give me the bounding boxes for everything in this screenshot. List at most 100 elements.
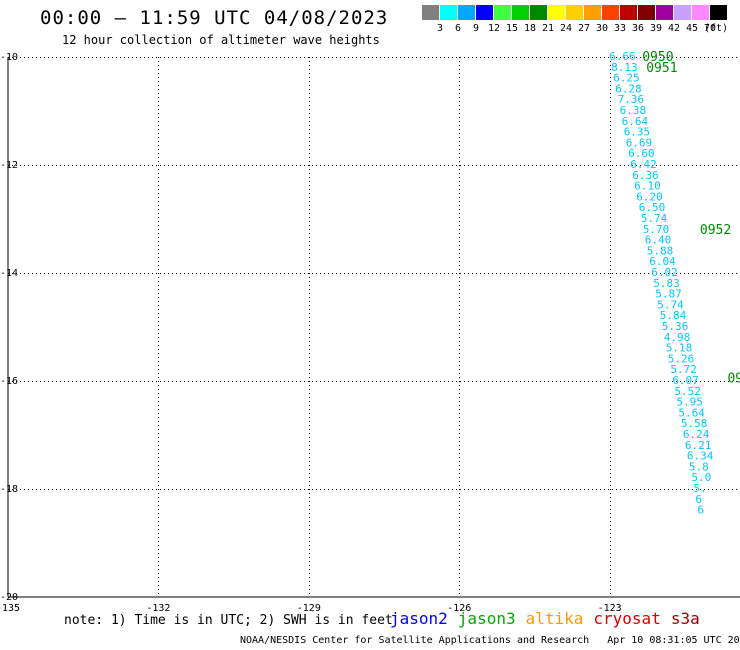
wave-height-label: 5.0 [691,471,711,484]
legend-swatch [638,5,655,20]
color-legend: 3 6 9 12 15 18 21 24 27 30 33 36 39 42 45 70 (ft) [422,5,728,37]
legend-label: 3 [436,23,444,34]
legend-label: 27 [577,23,591,34]
wave-height-label: 6 [695,493,702,506]
wave-height-label: 6.38 [620,104,647,117]
wave-height-label: 5.84 [660,309,687,322]
credit-line: NOAA/NESDIS Center for Satellite Applica… [240,635,740,646]
legend-label: 33 [613,23,627,34]
legend-swatch [458,5,475,20]
legend-label: 18 [523,23,537,34]
legend-swatch [440,5,457,20]
chart-subtitle: 12 hour collection of altimeter wave hei… [62,33,380,47]
legend-swatch [602,5,619,20]
legend-swatch [494,5,511,20]
x-tick-label: -126 [447,603,471,614]
y-tick-label: -16 [0,376,18,387]
timestamp-text: Apr 10 08:31:05 UTC 2023 [607,635,740,646]
wave-height-label: 5.64 [678,406,705,419]
y-tick-label: -18 [0,484,18,495]
legend-swatch [584,5,601,20]
legend-swatch [656,5,673,20]
wave-height-label: 6.66 [609,50,636,63]
wave-height-label: 6.10 [634,180,661,193]
wave-height-label: 5.87 [655,288,682,301]
wave-height-label: 6.21 [685,439,712,452]
y-tick-label: -12 [0,160,18,171]
legend-label: 45 [685,23,699,34]
satellite-label: s3a [670,609,700,628]
wave-height-label: 5.8 [689,460,709,473]
wave-height-label: 6.36 [632,169,659,182]
wave-height-label: 6.50 [639,201,666,214]
x-tick-label: -132 [146,603,170,614]
credit-text: NOAA/NESDIS Center for Satellite Applica… [240,635,590,646]
y-tick-label: -14 [0,268,18,279]
legend-label: 30 [595,23,609,34]
wave-height-label: 6.04 [649,255,676,268]
wave-height-label: 5. [693,482,706,495]
x-tick-label: -135 [0,603,20,614]
wave-height-label: 6.40 [645,234,672,247]
legend-swatch [692,5,709,20]
wave-height-label: 5.36 [662,320,689,333]
legend-label: 6 [454,23,462,34]
wave-height-label: 5.18 [666,342,693,355]
legend-label: 15 [505,23,519,34]
satellite-legend: jason2 jason3 altika cryosat s3a [390,609,710,628]
legend-label: 21 [541,23,555,34]
legend-swatch [566,5,583,20]
legend-swatch [674,5,691,20]
legend-label: 24 [559,23,573,34]
units-note: note: 1) Time is in UTC; 2) SWH is in fe… [64,613,393,628]
wave-height-label: 5.58 [681,417,708,430]
wave-height-label: 8.13 [611,61,638,74]
wave-height-label: 6.24 [683,428,710,441]
wave-height-label: 6.20 [636,190,663,203]
x-tick-label: -123 [598,603,622,614]
legend-swatch [548,5,565,20]
wave-height-label: 6.60 [628,147,655,160]
x-tick-label: -129 [297,603,321,614]
wave-height-label: 6.07 [672,374,699,387]
legend-swatch [422,5,439,20]
wave-height-label: 5.88 [647,244,674,257]
wave-height-label: 6.64 [622,115,649,128]
time-label: 09 [727,371,740,386]
wave-height-label: 5.70 [643,223,670,236]
legend-label: 36 [631,23,645,34]
y-tick-label: -20 [0,592,18,603]
time-label: 0952 [700,223,731,238]
chart-title: 00:00 – 11:59 UTC 04/08/2023 [40,7,389,29]
wave-height-label: 5.74 [641,212,668,225]
time-label: 0951 [646,61,677,76]
wave-height-label: 6.69 [626,136,653,149]
satellite-label: altika [525,609,584,628]
legend-swatch [620,5,637,20]
wave-height-label: 5.74 [657,298,684,311]
wave-height-label: 6.34 [687,450,714,463]
wave-height-label: 6.25 [613,72,640,85]
time-label: 0950 [642,50,673,65]
legend-label: 9 [472,23,480,34]
wave-height-label: 4.98 [664,331,691,344]
legend-swatch [512,5,529,20]
satellite-label: jason2 [390,609,448,628]
wave-height-label: 5.26 [668,352,695,365]
wave-height-label: 6.02 [651,266,678,279]
legend-swatch [710,5,727,20]
legend-swatch [530,5,547,20]
wave-height-label: 5.52 [674,385,701,398]
legend-unit: (ft) [704,23,729,34]
satellite-label: cryosat [593,609,661,628]
wave-height-label: 6.28 [615,82,642,95]
wave-height-label: 5.95 [676,396,703,409]
legend-label: 70 [703,23,717,34]
wave-height-label: 6.42 [630,158,657,171]
wave-height-label: 5.83 [653,277,680,290]
wave-height-label: 6.35 [624,126,651,139]
wave-height-label: 6 [697,504,704,517]
wave-height-label: 7.36 [618,93,645,106]
